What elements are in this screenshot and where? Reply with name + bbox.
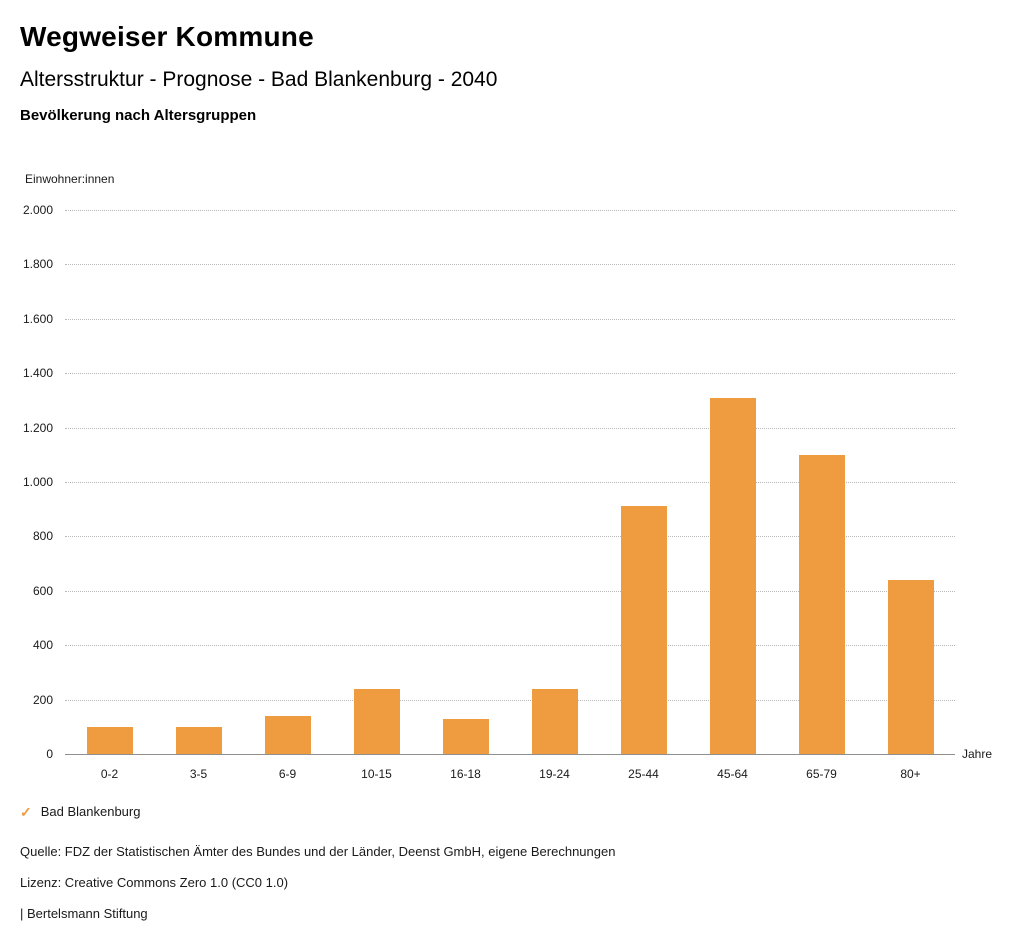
y-tick-label: 0 <box>46 747 53 761</box>
x-tick-label: 25-44 <box>628 767 659 781</box>
y-tick-label: 400 <box>32 638 53 653</box>
footer-license: Lizenz: Creative Commons Zero 1.0 (CC0 1… <box>20 875 289 890</box>
bar-80+[interactable] <box>887 579 934 754</box>
bar-cell <box>510 210 599 754</box>
chart-subtitle: Altersstruktur - Prognose - Bad Blankenb… <box>20 68 498 91</box>
bar-cell <box>777 210 866 754</box>
gridline <box>65 590 955 592</box>
y-tick-label: 1.600 <box>22 311 53 326</box>
bar-cell <box>421 210 510 754</box>
y-tick-label: 200 <box>32 692 53 707</box>
x-axis-title: Jahre <box>962 747 993 761</box>
bar-45-64[interactable] <box>709 397 756 754</box>
gridline <box>65 264 955 266</box>
y-tick-label: 1.400 <box>22 366 53 381</box>
gridline <box>65 482 955 483</box>
legend-item-bad-blankenburg[interactable]: ✓ Bad Blankenburg <box>20 804 140 819</box>
x-tick-label: 19-24 <box>539 767 570 781</box>
x-tick-label: 0-2 <box>100 767 119 781</box>
bar-cell <box>688 210 777 754</box>
gridline <box>65 427 955 429</box>
footer-source: Quelle: FDZ der Statistischen Ämter des … <box>20 844 616 859</box>
y-tick-label: 1.800 <box>22 257 53 272</box>
bar-cell <box>866 210 955 754</box>
page-title: Wegweiser Kommune <box>20 21 314 52</box>
legend-label: Bad Blankenburg <box>40 804 141 819</box>
bar-cell <box>154 210 243 754</box>
bar-6-9[interactable] <box>264 715 311 754</box>
bar-cell <box>243 210 332 754</box>
gridline <box>65 210 955 211</box>
x-tick-label: 65-79 <box>806 767 837 781</box>
x-tick-label: 16-18 <box>450 767 481 781</box>
gridline <box>65 373 955 375</box>
gridline <box>65 645 955 647</box>
y-tick-label: 1.200 <box>22 420 53 435</box>
bar-65-79[interactable] <box>798 454 845 754</box>
bar-cell <box>599 210 688 754</box>
gridline <box>65 318 955 320</box>
bar-cell <box>65 210 154 754</box>
x-labels-row: 0-2 3-5 6-9 10-15 16-18 19-24 25-44 45-64 65-79 8… <box>65 754 955 781</box>
x-tick-label: 45-64 <box>717 767 748 781</box>
x-tick-label: 6-9 <box>278 767 297 781</box>
bar-0-2[interactable] <box>86 726 133 754</box>
bar-16-18[interactable] <box>442 718 489 754</box>
y-tick-label: 600 <box>32 583 53 598</box>
x-tick-label: 10-15 <box>361 767 392 781</box>
x-tick-label: 3-5 <box>189 767 208 781</box>
y-tick-label: 2.000 <box>22 203 53 217</box>
x-tick-label: 80+ <box>900 767 921 781</box>
bar-3-5[interactable] <box>175 726 222 754</box>
footer-attribution: | Bertelsmann Stiftung <box>20 906 148 921</box>
bar-19-24[interactable] <box>531 688 578 754</box>
bar-10-15[interactable] <box>353 688 400 754</box>
gridline <box>65 699 955 701</box>
y-tick-label: 800 <box>32 529 53 544</box>
plot-area: 0-2 3-5 6-9 10-15 16-18 19-24 25-44 45-64 65-79 8… <box>23 203 992 781</box>
y-axis-title: Einwohner:innen <box>25 172 115 186</box>
bar-25-44[interactable] <box>620 506 667 754</box>
y-tick-label: 1.000 <box>22 475 53 489</box>
bar-cell <box>332 210 421 754</box>
x-axis-line <box>65 754 955 755</box>
chart-heading: Bevölkerung nach Altersgruppen <box>20 107 257 124</box>
bars-row <box>65 210 955 754</box>
gridline <box>65 536 955 538</box>
check-icon: ✓ <box>20 803 32 820</box>
